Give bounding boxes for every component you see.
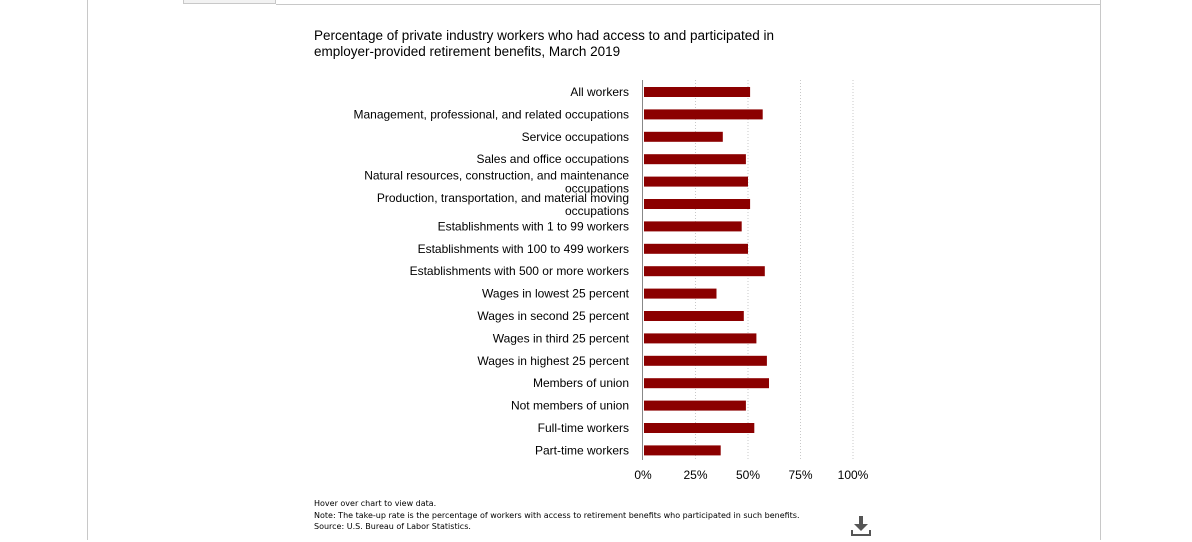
- category-label: Establishments with 100 to 499 workers: [418, 242, 629, 256]
- category-label: Not members of union: [511, 399, 629, 413]
- download-button[interactable]: [851, 515, 871, 537]
- take-up-note: Note: The take-up rate is the percentage…: [314, 510, 800, 520]
- bar[interactable]: [644, 243, 748, 254]
- bar[interactable]: [644, 355, 767, 366]
- bar[interactable]: [644, 311, 744, 321]
- tab-stub[interactable]: [183, 0, 276, 4]
- chart-notes: Hover over chart to view data. Note: The…: [314, 498, 874, 533]
- bar[interactable]: [644, 333, 757, 344]
- bar[interactable]: [644, 221, 742, 232]
- bar[interactable]: [644, 400, 746, 411]
- category-label: Production, transportation, and material…: [377, 191, 629, 218]
- chart-category-labels: All workers Management, professional, and…: [353, 85, 629, 457]
- download-icon: [851, 516, 871, 536]
- category-label: Establishments with 500 or more workers: [410, 264, 629, 278]
- bar[interactable]: [644, 154, 746, 165]
- category-label: Management, professional, and related oc…: [353, 107, 629, 121]
- hover-hint: Hover over chart to view data.: [314, 499, 437, 508]
- bar[interactable]: [644, 423, 755, 433]
- x-tick-label: 100%: [838, 468, 869, 482]
- bar[interactable]: [644, 87, 751, 97]
- bar[interactable]: [644, 266, 765, 277]
- category-label: Natural resources, construction, and mai…: [364, 169, 629, 196]
- category-label: Wages in second 25 percent: [477, 309, 629, 323]
- category-label: Part-time workers: [535, 443, 629, 457]
- bar[interactable]: [644, 199, 751, 209]
- category-label: Full-time workers: [538, 421, 629, 435]
- category-label: Wages in highest 25 percent: [477, 354, 629, 368]
- bar[interactable]: [644, 288, 717, 299]
- category-label: Sales and office occupations: [476, 152, 629, 166]
- category-label: All workers: [570, 85, 629, 99]
- category-label: Wages in lowest 25 percent: [482, 287, 630, 301]
- category-label: Members of union: [533, 376, 629, 390]
- chart-bars[interactable]: [644, 87, 769, 456]
- x-tick-label: 0%: [634, 468, 652, 482]
- x-tick-label: 75%: [788, 468, 812, 482]
- category-label: Establishments with 1 to 99 workers: [438, 219, 629, 233]
- x-tick-label: 50%: [736, 468, 760, 482]
- bar[interactable]: [644, 378, 769, 389]
- chart-x-tick-labels: 0% 25% 50% 75% 100%: [634, 468, 868, 482]
- bar[interactable]: [644, 131, 723, 142]
- bar[interactable]: [644, 176, 748, 187]
- chart-title: Percentage of private industry workers w…: [314, 28, 775, 59]
- source-note: Source: U.S. Bureau of Labor Statistics.: [314, 522, 471, 531]
- bar[interactable]: [644, 109, 763, 120]
- bar[interactable]: [644, 445, 721, 456]
- category-label: Wages in third 25 percent: [493, 331, 630, 345]
- category-label: Service occupations: [522, 130, 629, 144]
- frame-top-rule: [276, 4, 1101, 5]
- chart-frame: [87, 0, 1101, 540]
- x-tick-label: 25%: [683, 468, 707, 482]
